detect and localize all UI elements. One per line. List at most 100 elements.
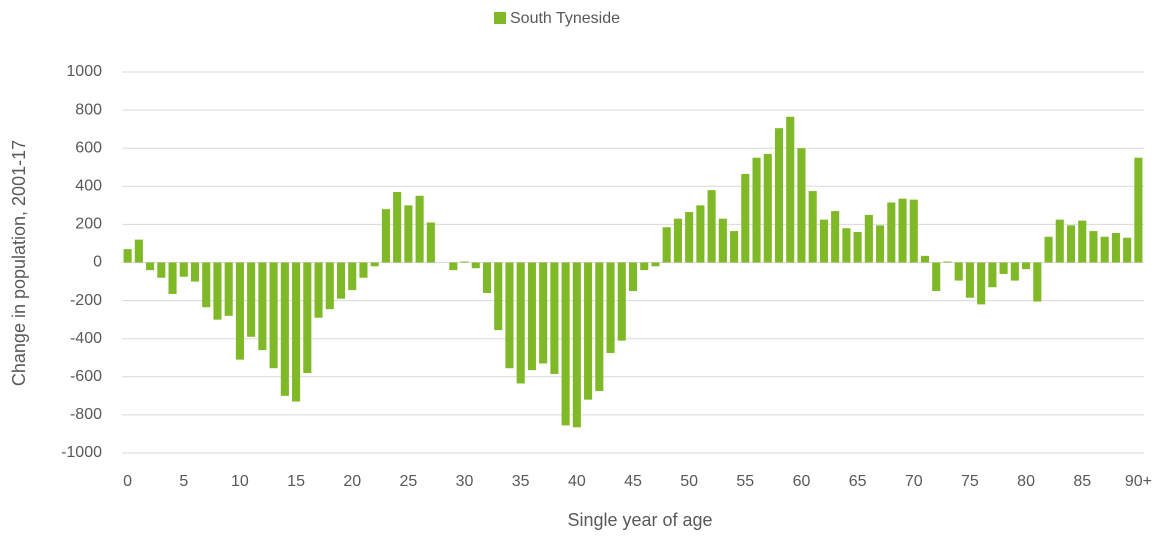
bar — [516, 262, 525, 384]
y-tick-label: -400 — [70, 330, 102, 347]
bar — [179, 262, 188, 277]
bar — [235, 262, 244, 360]
bar — [381, 209, 390, 263]
bar — [797, 148, 806, 263]
y-tick-label: 1000 — [66, 63, 102, 80]
bar — [370, 262, 379, 267]
bar — [1100, 236, 1109, 263]
bar — [460, 261, 469, 263]
x-tick-label: 10 — [231, 473, 249, 490]
bar — [831, 211, 840, 263]
bar — [876, 225, 885, 263]
y-tick-label: 600 — [75, 139, 102, 156]
bar — [213, 262, 222, 320]
y-tick-label: -600 — [70, 368, 102, 385]
bar — [864, 214, 873, 263]
bar — [898, 198, 907, 263]
x-tick-label: 5 — [179, 473, 188, 490]
bar — [887, 202, 896, 263]
bar — [943, 261, 952, 263]
bar — [123, 249, 132, 263]
x-tick-label: 70 — [905, 473, 923, 490]
bar — [640, 262, 649, 271]
bar — [999, 262, 1008, 274]
bar — [763, 153, 772, 263]
bar — [606, 262, 615, 353]
y-axis-label: Change in population, 2001-17 — [9, 140, 29, 386]
bar — [325, 262, 334, 310]
bar — [303, 262, 312, 373]
bar — [965, 262, 974, 298]
x-tick-label: 20 — [343, 473, 361, 490]
y-tick-label: 400 — [75, 178, 102, 195]
bar — [988, 262, 997, 288]
bar — [819, 219, 828, 263]
x-tick-label: 40 — [568, 473, 586, 490]
x-tick-label: 85 — [1073, 473, 1091, 490]
bar — [696, 205, 705, 263]
bar — [247, 262, 256, 337]
bar — [494, 262, 503, 331]
bar — [550, 262, 559, 374]
bar — [1022, 262, 1031, 270]
y-tick-label: -800 — [70, 406, 102, 423]
bar — [741, 173, 750, 263]
bar — [202, 262, 211, 308]
bar — [853, 232, 862, 263]
x-tick-label: 50 — [680, 473, 698, 490]
bar — [258, 262, 267, 351]
bar — [932, 262, 941, 292]
bar — [314, 262, 323, 318]
bar — [954, 262, 963, 281]
bar — [471, 262, 480, 269]
x-tick-label: 75 — [961, 473, 979, 490]
y-tick-label: -200 — [70, 292, 102, 309]
bar — [730, 231, 739, 263]
bar — [909, 199, 918, 263]
x-tick-label: 55 — [736, 473, 754, 490]
x-tick-label: 30 — [456, 473, 474, 490]
bar — [1055, 219, 1064, 263]
bar — [1134, 157, 1143, 263]
bar — [1078, 220, 1087, 263]
bar — [572, 262, 581, 428]
bar — [190, 262, 200, 282]
bar — [280, 262, 289, 396]
bar — [359, 262, 368, 278]
bar — [584, 262, 593, 400]
bar — [426, 222, 435, 263]
bar — [628, 262, 638, 292]
bar — [1089, 231, 1098, 263]
x-tick-label: 0 — [123, 473, 132, 490]
bar — [774, 128, 784, 263]
bar — [561, 262, 570, 426]
bar — [336, 262, 346, 299]
bar — [415, 195, 424, 263]
x-tick-label: 80 — [1017, 473, 1035, 490]
bar — [842, 228, 851, 263]
bar — [146, 262, 155, 271]
bar — [449, 262, 458, 271]
x-tick-label: 15 — [287, 473, 305, 490]
legend-swatch — [494, 12, 506, 24]
bar — [673, 218, 682, 263]
bar — [808, 191, 817, 263]
bar — [1033, 262, 1042, 302]
bar — [482, 262, 492, 293]
bar — [662, 227, 671, 263]
bar — [1111, 232, 1120, 263]
bar — [1010, 262, 1019, 281]
bar — [651, 262, 660, 267]
x-tick-label: 65 — [849, 473, 867, 490]
bar — [707, 190, 716, 263]
bar — [718, 218, 727, 263]
bar — [595, 262, 604, 392]
bar — [527, 262, 536, 371]
y-tick-label: -1000 — [61, 444, 102, 461]
bar — [977, 262, 986, 305]
x-tick-label: 25 — [399, 473, 417, 490]
bar — [157, 262, 166, 278]
bar — [752, 157, 761, 263]
bar — [1066, 225, 1076, 263]
bar — [505, 262, 514, 369]
